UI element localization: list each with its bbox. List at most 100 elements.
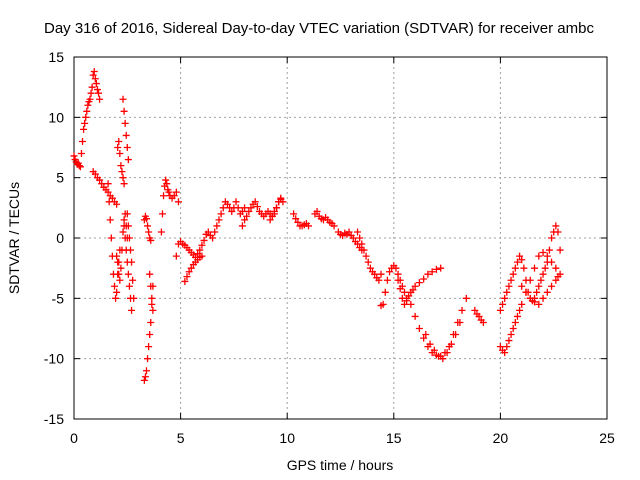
data-point [475, 312, 483, 320]
data-point [183, 273, 191, 281]
x-tick-label: 0 [70, 430, 78, 446]
data-point [245, 207, 253, 215]
data-point [144, 355, 152, 363]
data-point [537, 276, 545, 284]
data-point [435, 352, 443, 360]
data-point [386, 268, 394, 276]
data-point [96, 95, 104, 103]
data-point [394, 270, 402, 278]
data-point [116, 276, 124, 284]
data-point [268, 212, 276, 220]
data-point [548, 234, 556, 242]
data-point [381, 288, 389, 296]
data-point [496, 306, 504, 314]
data-point [172, 252, 180, 260]
data-point [215, 216, 223, 224]
data-point [505, 337, 513, 345]
data-point [509, 270, 517, 278]
y-tick-label: 10 [48, 109, 64, 125]
data-point [290, 210, 298, 218]
data-point [86, 95, 94, 103]
data-point [117, 162, 125, 170]
data-point [409, 286, 417, 294]
data-point [362, 252, 370, 260]
data-point [198, 241, 206, 249]
data-point [518, 300, 526, 308]
data-point [396, 285, 404, 293]
data-point [349, 234, 357, 242]
data-point [170, 192, 178, 200]
data-point [294, 218, 302, 226]
data-point [511, 264, 519, 272]
data-point [411, 282, 419, 290]
data-point [113, 252, 121, 260]
data-point [277, 194, 285, 202]
data-point [149, 306, 157, 314]
data-point [511, 318, 519, 326]
data-point [447, 340, 455, 348]
data-point [209, 234, 217, 242]
x-tick-label: 25 [599, 430, 615, 446]
data-point [147, 318, 155, 326]
data-point [518, 282, 526, 290]
data-point [96, 176, 104, 184]
data-point [358, 240, 366, 248]
data-point [118, 168, 126, 176]
data-point [142, 215, 150, 223]
data-point [456, 318, 464, 326]
data-point [383, 276, 391, 284]
data-point [125, 234, 133, 242]
data-point [144, 222, 152, 230]
chart-title: Day 316 of 2016, Sidereal Day-to-day VTE… [44, 20, 594, 37]
data-point [198, 252, 206, 260]
data-point [520, 264, 528, 272]
data-point [501, 294, 509, 302]
data-point [174, 198, 182, 206]
data-point [531, 264, 539, 272]
axis-ticks: 0 5 10 15 20 25 -15 -10 -5 0 5 10 15 [44, 49, 615, 446]
x-tick-label: 20 [493, 430, 509, 446]
data-point [539, 270, 547, 278]
data-point [516, 306, 524, 314]
data-point [360, 246, 368, 254]
data-point [238, 222, 246, 230]
y-tick-label: 15 [48, 49, 64, 65]
data-point [535, 300, 543, 308]
data-point [535, 282, 543, 290]
data-point [116, 150, 124, 158]
data-point [120, 216, 128, 224]
data-point [394, 276, 402, 284]
data-point [88, 83, 96, 91]
data-point [123, 210, 131, 218]
data-point [543, 252, 551, 260]
data-point [90, 67, 98, 75]
data-point [112, 294, 120, 302]
data-point [113, 200, 121, 208]
data-point [124, 156, 132, 164]
data-point [142, 367, 150, 375]
data-point [115, 137, 123, 145]
data-point [128, 258, 136, 266]
data-point [253, 203, 261, 211]
data-point [163, 180, 171, 188]
data-point [232, 198, 240, 206]
data-point [273, 204, 281, 212]
data-point [509, 325, 517, 332]
data-point [213, 222, 221, 230]
data-point [140, 376, 148, 384]
data-point [371, 270, 379, 278]
data-point [366, 264, 374, 272]
data-point [424, 270, 432, 278]
data-point [124, 270, 132, 278]
data-point [437, 264, 445, 272]
data-point [513, 312, 521, 320]
data-point [518, 256, 526, 264]
data-point [108, 194, 116, 202]
data-point [462, 294, 470, 302]
data-point [160, 192, 168, 200]
grid-lines [74, 57, 607, 419]
y-axis-label: SDTVAR / TECUs [6, 182, 22, 294]
y-tick-label: 0 [56, 230, 64, 246]
data-point [522, 276, 530, 284]
data-point [211, 228, 219, 236]
